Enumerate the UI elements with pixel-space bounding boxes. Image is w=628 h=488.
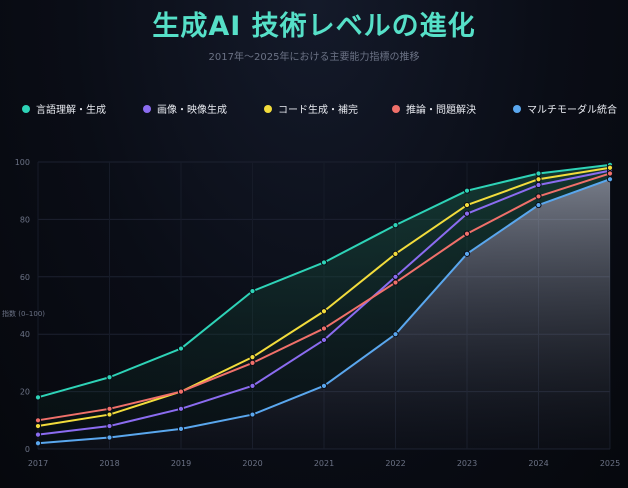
data-point: [320, 325, 328, 332]
data-point: [320, 336, 328, 344]
legend-marker-icon: [392, 104, 400, 113]
axes: 0 20 40 60 80 100 2017 2018 2019 2020 2021 2022 2023…: [2, 158, 620, 468]
legend-marker-icon: [264, 104, 272, 113]
legend-label: マルチモーダル統合: [527, 105, 617, 116]
data-point: [177, 388, 185, 395]
x-tick-label: 2020: [242, 459, 262, 468]
legend: 言語理解・生成 画像・映像生成 コード生成・補完 推論・問題解決 マルチモーダル…: [0, 101, 628, 117]
data-point: [392, 250, 399, 257]
legend-marker-icon: [22, 104, 30, 113]
y-tick-label: 0: [25, 445, 30, 454]
x-tick-label: 2017: [28, 459, 48, 468]
x-tick-label: 2022: [385, 459, 405, 468]
y-tick-label: 80: [20, 215, 30, 224]
y-tick-label: 60: [20, 273, 30, 282]
data-point: [535, 181, 542, 189]
data-point: [606, 170, 614, 177]
data-point: [34, 422, 42, 430]
legend-item-image[interactable]: 画像・映像生成: [143, 101, 227, 116]
y-tick-label: 40: [20, 330, 30, 339]
data-point: [177, 425, 185, 433]
data-point: [106, 434, 113, 441]
data-point: [34, 440, 42, 447]
x-tick-label: 2025: [600, 459, 620, 468]
data-point: [106, 411, 113, 418]
chart-subtitle: 2017年〜2025年における主要能力指標の推移: [208, 52, 420, 63]
data-point: [320, 308, 328, 315]
legend-label: 推論・問題解決: [406, 105, 476, 116]
data-point: [320, 259, 328, 266]
data-point: [463, 230, 471, 237]
legend-label: コード生成・補完: [278, 105, 358, 116]
data-point: [463, 201, 471, 209]
legend-label: 言語理解・生成: [36, 105, 106, 116]
data-point: [606, 176, 614, 183]
data-point: [34, 431, 42, 438]
data-point: [34, 417, 42, 424]
area-fill-multimodal: [38, 179, 610, 449]
x-tick-label: 2021: [314, 459, 334, 468]
data-point: [249, 411, 256, 418]
y-tick-label: 20: [20, 388, 30, 397]
data-point: [463, 187, 471, 194]
legend-item-code[interactable]: コード生成・補完: [264, 101, 358, 116]
y-tick-label: 100: [15, 158, 30, 167]
data-point: [535, 201, 542, 209]
legend-marker-icon: [513, 104, 521, 113]
data-point: [177, 345, 185, 352]
legend-item-multimodal[interactable]: マルチモーダル統合: [513, 101, 617, 116]
x-tick-label: 2024: [528, 459, 548, 468]
data-point: [106, 374, 113, 381]
x-tick-label: 2023: [457, 459, 477, 468]
data-point: [535, 176, 542, 183]
data-point: [463, 210, 471, 217]
data-point: [463, 250, 471, 257]
legend-item-language[interactable]: 言語理解・生成: [22, 101, 106, 116]
y-axis-label: 指数 (0–100): [2, 309, 45, 318]
data-point: [392, 331, 399, 338]
data-point: [249, 288, 256, 295]
data-point: [34, 394, 42, 401]
legend-label: 画像・映像生成: [157, 105, 227, 116]
data-point: [606, 164, 614, 171]
data-point: [249, 359, 256, 366]
x-tick-label: 2018: [99, 459, 119, 468]
legend-marker-icon: [143, 104, 151, 113]
data-point: [249, 382, 256, 389]
data-points: [34, 161, 614, 447]
data-point: [249, 354, 256, 361]
data-point: [535, 193, 542, 200]
legend-item-reasoning[interactable]: 推論・問題解決: [392, 101, 476, 116]
x-tick-label: 2019: [171, 459, 191, 468]
data-point: [535, 170, 542, 177]
chart-title: 生成AI 技術レベルの進化: [152, 11, 476, 42]
data-point: [106, 405, 113, 412]
data-point: [392, 222, 399, 229]
data-point: [392, 273, 399, 280]
data-point: [177, 405, 185, 412]
data-point: [106, 422, 113, 430]
data-point: [392, 279, 399, 286]
data-point: [320, 382, 328, 389]
